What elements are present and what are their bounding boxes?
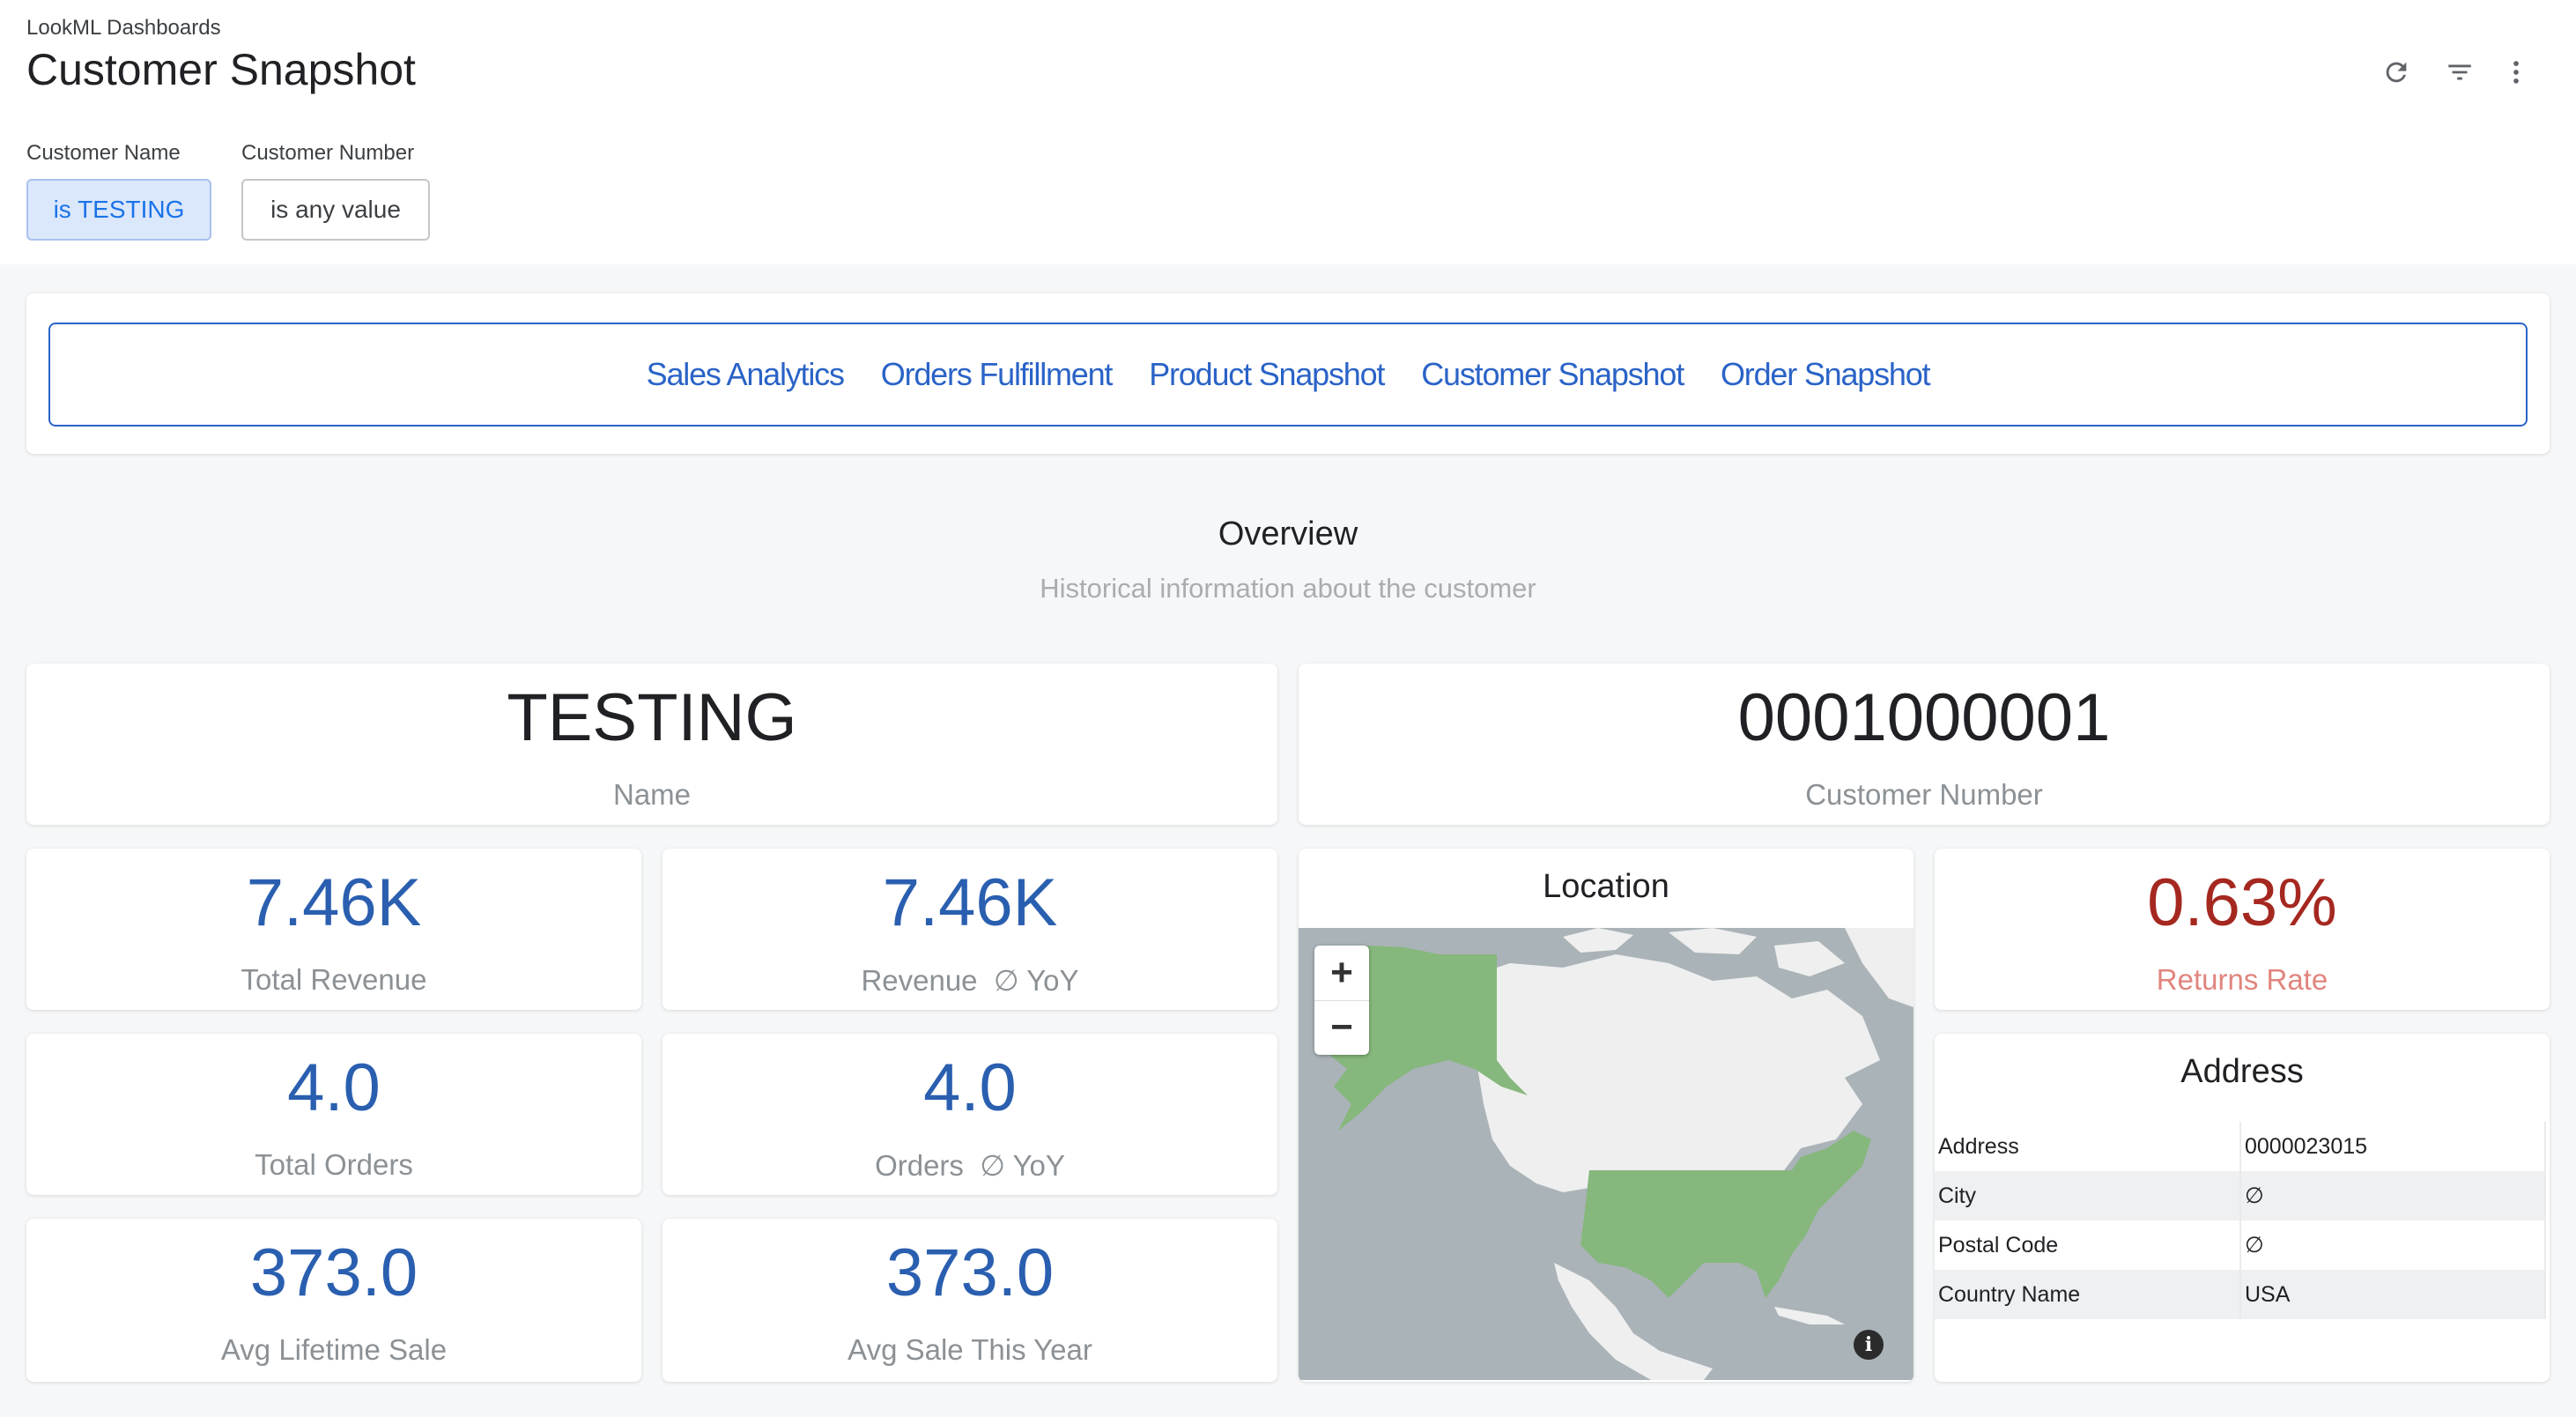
address-value: 0000023015 bbox=[2240, 1122, 2546, 1171]
address-table: Address 0000023015 City ∅ Postal Code ∅ … bbox=[1935, 1122, 2546, 1319]
returns-rate-label: Returns Rate bbox=[2156, 963, 2328, 996]
refresh-icon[interactable] bbox=[2379, 55, 2414, 90]
map-zoom-control: + − bbox=[1314, 946, 1369, 1055]
location-tile: Location + − i bbox=[1299, 849, 1913, 1382]
address-field: City bbox=[1935, 1171, 2241, 1220]
address-field: Country Name bbox=[1935, 1270, 2241, 1319]
revenue-yoy-value: 7.46K bbox=[882, 865, 1058, 940]
table-row: Postal Code ∅ bbox=[1935, 1220, 2546, 1270]
page-title: Customer Snapshot bbox=[26, 45, 416, 94]
nav-link-sales-analytics[interactable]: Sales Analytics bbox=[646, 356, 845, 392]
returns-rate-tile: 0.63% Returns Rate bbox=[1935, 849, 2550, 1010]
customer-number-label: Customer Number bbox=[1805, 778, 2043, 811]
name-value: TESTING bbox=[507, 680, 797, 755]
zoom-in-button[interactable]: + bbox=[1330, 950, 1353, 994]
table-row: Address 0000023015 bbox=[1935, 1122, 2546, 1171]
avg-sale-this-year-tile: 373.0 Avg Sale This Year bbox=[663, 1219, 1277, 1382]
revenue-yoy-tile: 7.46K Revenue ∅ YoY bbox=[663, 849, 1277, 1010]
address-tile: Address Address 0000023015 City ∅ Postal… bbox=[1935, 1034, 2550, 1382]
location-title: Location bbox=[1543, 868, 1669, 905]
nav-link-product-snapshot[interactable]: Product Snapshot bbox=[1149, 356, 1385, 392]
orders-yoy-tile: 4.0 Orders ∅ YoY bbox=[663, 1034, 1277, 1195]
revenue-yoy-label: Revenue ∅ YoY bbox=[861, 964, 1079, 997]
address-value: USA bbox=[2240, 1270, 2546, 1319]
customer-number-value: 0001000001 bbox=[1737, 680, 2111, 755]
address-value: ∅ bbox=[2240, 1171, 2546, 1220]
name-label: Name bbox=[612, 778, 692, 811]
map-canvas bbox=[1299, 928, 1913, 1380]
overview-title: Overview bbox=[1218, 516, 1358, 553]
avg-sale-this-year-value: 373.0 bbox=[885, 1235, 1055, 1310]
map-info-icon[interactable]: i bbox=[1854, 1330, 1884, 1360]
avg-lifetime-sale-tile: 373.0 Avg Lifetime Sale bbox=[26, 1219, 641, 1382]
breadcrumb[interactable]: LookML Dashboards bbox=[26, 16, 221, 40]
avg-sale-this-year-label: Avg Sale This Year bbox=[848, 1333, 1092, 1366]
total-orders-value: 4.0 bbox=[287, 1050, 381, 1125]
address-field: Postal Code bbox=[1935, 1220, 2241, 1270]
address-title: Address bbox=[2180, 1053, 2304, 1090]
zoom-out-button[interactable]: − bbox=[1314, 999, 1369, 1056]
nav-link-customer-snapshot[interactable]: Customer Snapshot bbox=[1421, 356, 1684, 392]
total-orders-label: Total Orders bbox=[255, 1148, 413, 1181]
total-revenue-value: 7.46K bbox=[246, 865, 422, 940]
table-row: City ∅ bbox=[1935, 1171, 2546, 1220]
nav-link-orders-fulfillment[interactable]: Orders Fulfillment bbox=[880, 356, 1114, 392]
filter-label-customer-number: Customer Number bbox=[241, 141, 415, 165]
nav-link-order-snapshot[interactable]: Order Snapshot bbox=[1721, 356, 1931, 392]
filter-label-customer-name: Customer Name bbox=[26, 141, 181, 165]
orders-yoy-label: Orders ∅ YoY bbox=[875, 1149, 1065, 1182]
total-revenue-label: Total Revenue bbox=[241, 963, 427, 996]
total-orders-tile: 4.0 Total Orders bbox=[26, 1034, 641, 1195]
name-tile: TESTING Name bbox=[26, 664, 1277, 825]
returns-rate-value: 0.63% bbox=[2147, 865, 2337, 940]
dashboard-nav-bar: Sales Analytics Orders Fulfillment Produ… bbox=[48, 323, 2528, 427]
customer-number-filter-chip[interactable]: is any value bbox=[241, 179, 430, 241]
total-revenue-tile: 7.46K Total Revenue bbox=[26, 849, 641, 1010]
address-field: Address bbox=[1935, 1122, 2241, 1171]
avg-lifetime-sale-value: 373.0 bbox=[249, 1235, 418, 1310]
overview-subtitle: Historical information about the custome… bbox=[1040, 573, 1536, 604]
avg-lifetime-sale-label: Avg Lifetime Sale bbox=[220, 1333, 448, 1366]
filter-icon[interactable] bbox=[2442, 55, 2477, 90]
more-vert-icon[interactable] bbox=[2498, 55, 2534, 90]
table-row: Country Name USA bbox=[1935, 1270, 2546, 1319]
orders-yoy-value: 4.0 bbox=[923, 1050, 1017, 1125]
customer-name-filter-chip[interactable]: is TESTING bbox=[26, 179, 211, 241]
customer-number-tile: 0001000001 Customer Number bbox=[1299, 664, 2550, 825]
address-value: ∅ bbox=[2240, 1220, 2546, 1270]
location-map[interactable] bbox=[1299, 928, 1913, 1380]
